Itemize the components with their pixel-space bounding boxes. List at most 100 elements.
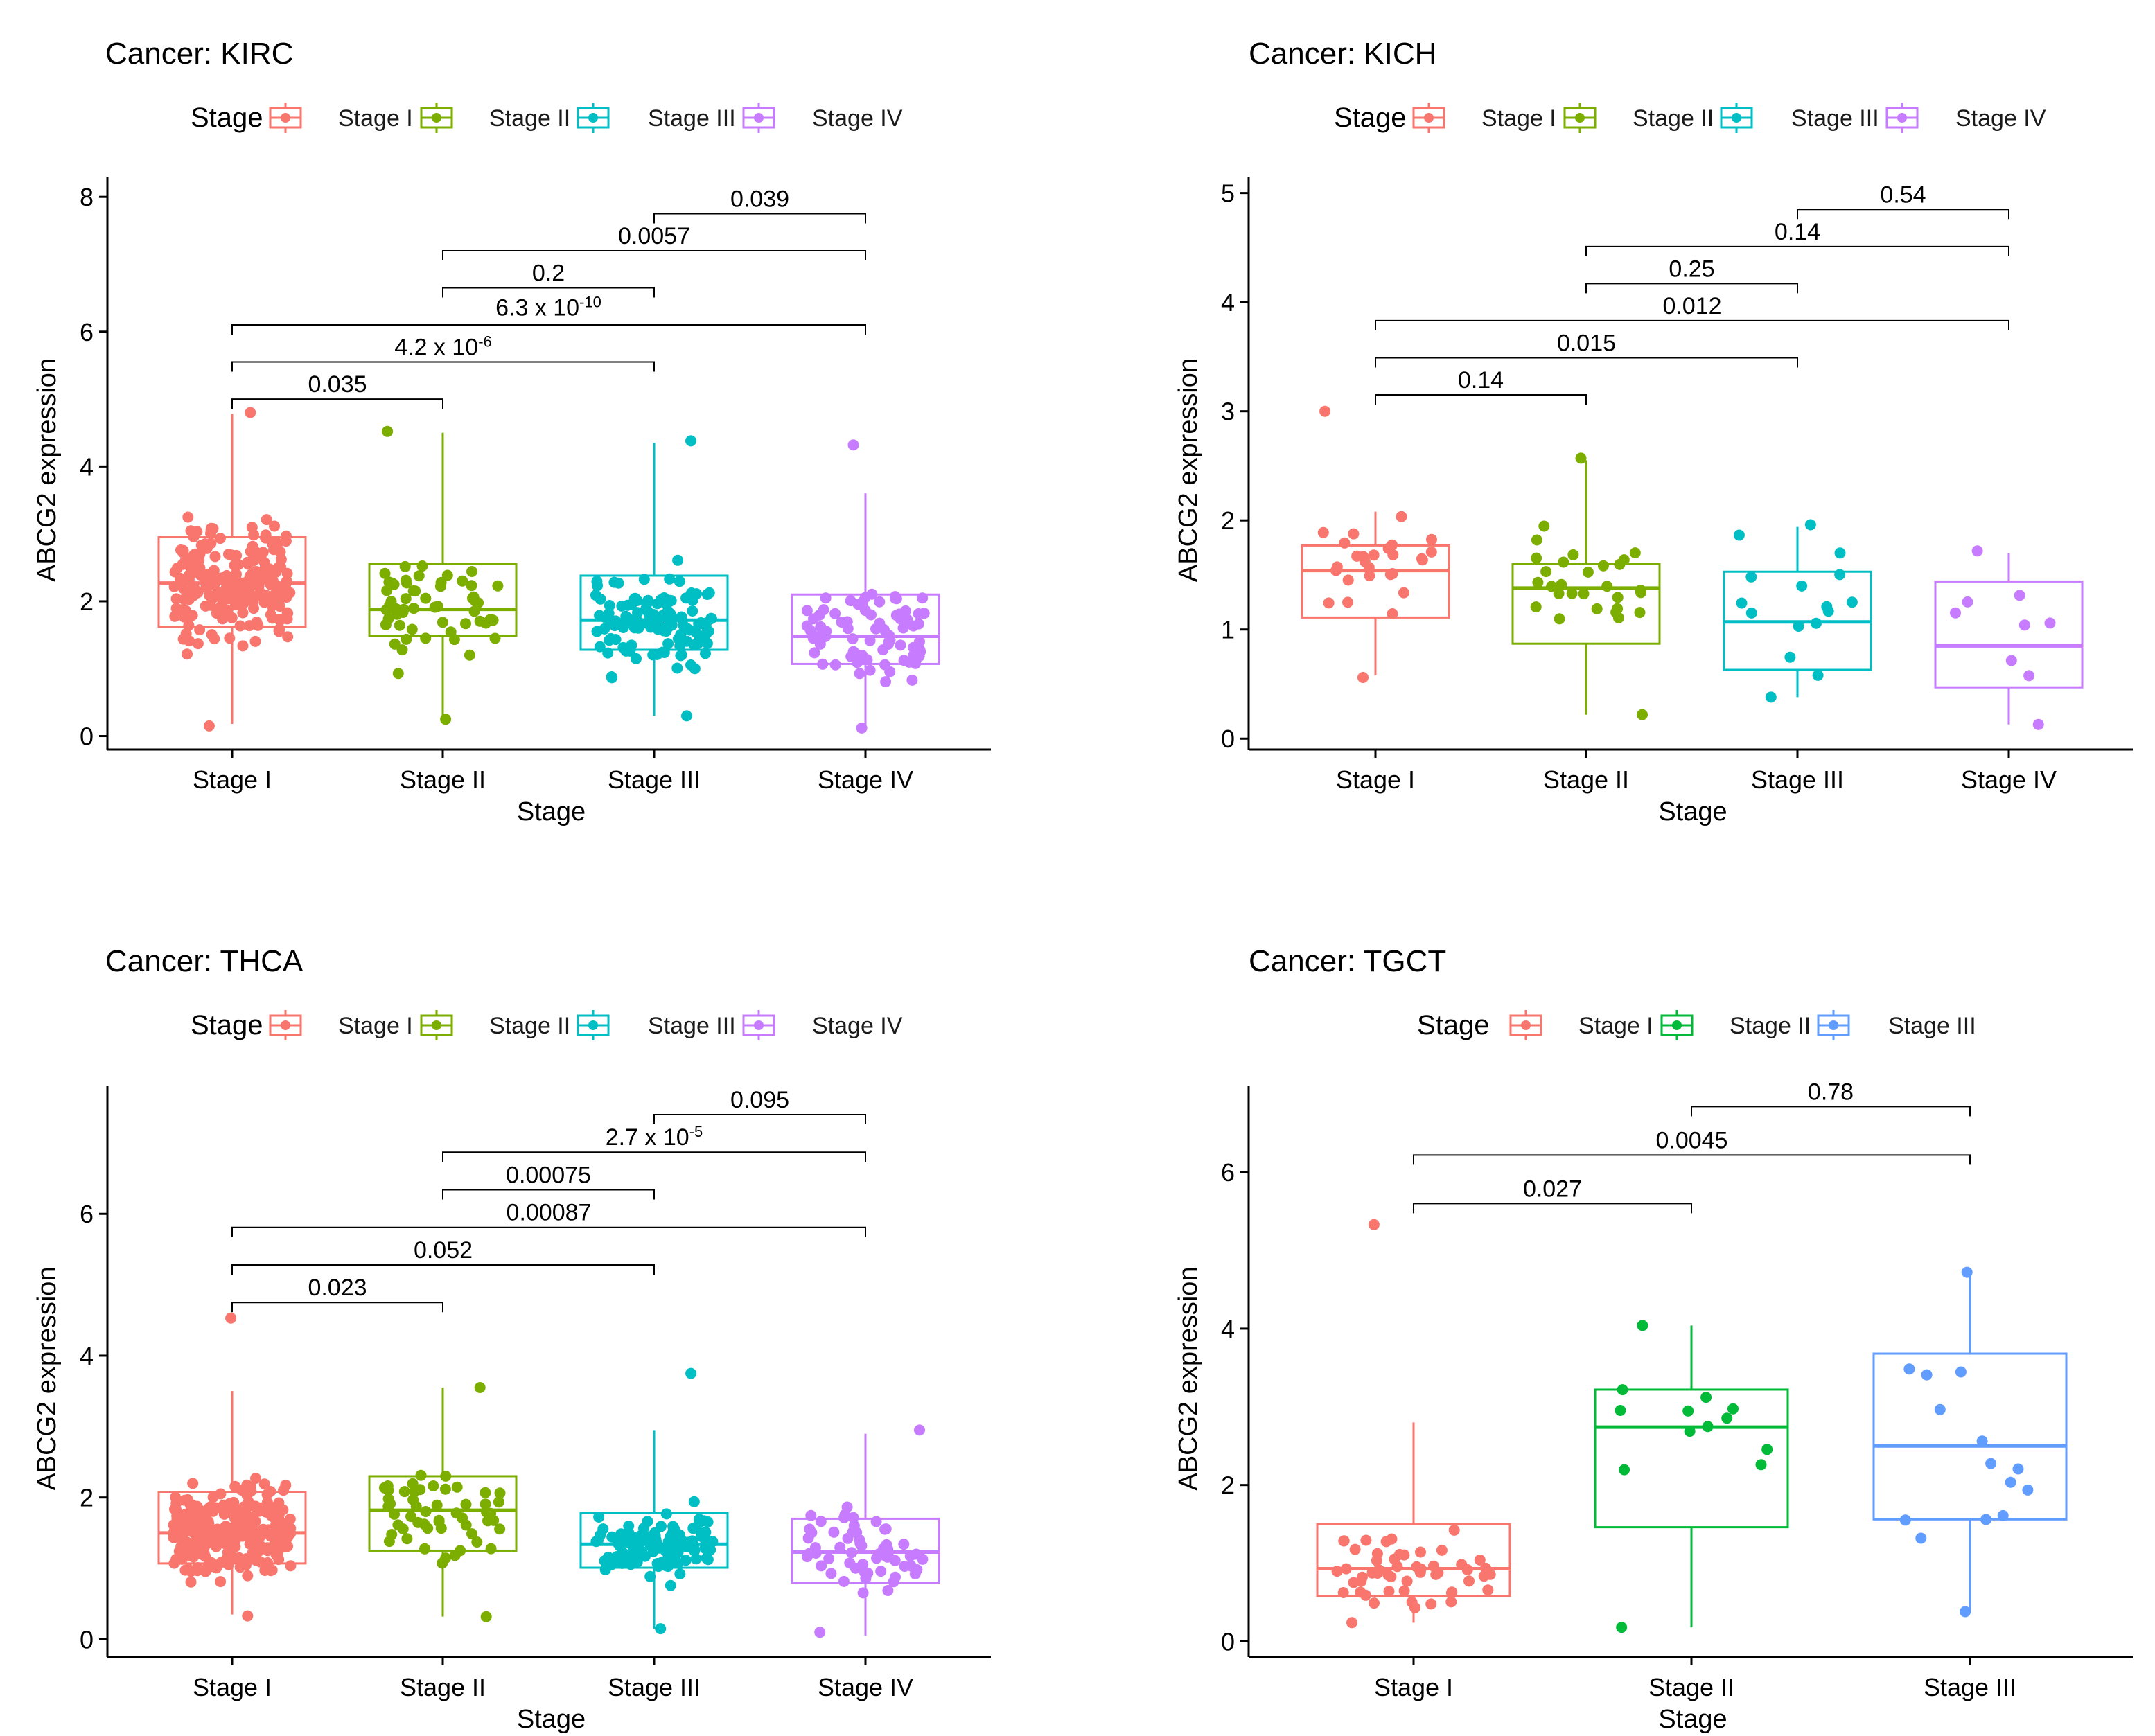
data-point <box>1903 1363 1915 1375</box>
data-point <box>1348 528 1360 540</box>
p-value-label: 0.039 <box>730 186 789 213</box>
data-point <box>689 663 701 675</box>
data-point <box>1736 597 1748 609</box>
legend-item: Stage III <box>577 103 736 133</box>
data-point <box>880 676 892 688</box>
significance-bracket: 0.00075 <box>442 1162 655 1200</box>
data-point <box>457 575 468 587</box>
data-point <box>656 1521 667 1532</box>
data-point <box>1436 1544 1448 1556</box>
bracket-line <box>442 1189 655 1200</box>
data-point <box>1398 587 1409 599</box>
data-point <box>2005 1476 2016 1488</box>
data-point <box>687 605 698 617</box>
data-point <box>282 631 294 643</box>
data-point <box>604 600 615 611</box>
data-point <box>1591 603 1603 614</box>
data-point <box>706 612 717 624</box>
p-value-label: 0.14 <box>1775 219 1820 245</box>
data-point <box>1950 607 1961 619</box>
data-point <box>1976 1435 1988 1447</box>
data-point <box>884 635 896 646</box>
legend-item: Stage II <box>420 103 570 133</box>
data-point <box>842 1532 854 1544</box>
legend-label: Stage IV <box>812 105 903 132</box>
legend-key-dot <box>1424 113 1434 123</box>
data-point <box>197 1549 209 1560</box>
p-value-label: 2.7 x 10-5 <box>606 1123 703 1151</box>
data-point <box>233 558 245 570</box>
y-tick-label: 4 <box>80 452 94 481</box>
data-point <box>636 618 648 630</box>
data-point <box>231 1515 243 1527</box>
x-tick-label: Stage IV <box>818 1673 913 1701</box>
data-point <box>392 668 404 680</box>
x-tick-label: Stage I <box>1336 765 1415 794</box>
p-value-label: 0.027 <box>1523 1176 1582 1202</box>
data-point <box>1337 1587 1349 1598</box>
data-point <box>844 1557 856 1569</box>
data-point <box>1538 520 1550 532</box>
data-point <box>884 666 896 677</box>
data-point <box>1425 1598 1437 1610</box>
data-point <box>640 1550 651 1562</box>
data-point <box>613 577 624 589</box>
jitter-points <box>168 407 296 732</box>
data-point <box>911 1564 923 1575</box>
data-point <box>245 546 256 558</box>
significance-bracket: 2.7 x 10-5 <box>442 1123 866 1162</box>
data-point <box>1426 533 1437 545</box>
y-tick-label: 0 <box>1221 725 1235 753</box>
legend-item: Stage I <box>1509 1010 1653 1040</box>
data-point <box>226 549 238 561</box>
data-point <box>651 1536 662 1548</box>
chart-title: Cancer: KICH <box>1249 37 1436 71</box>
p-value-label: 0.0057 <box>618 223 690 249</box>
data-point <box>703 587 715 599</box>
data-point <box>631 1557 643 1568</box>
data-point <box>1915 1532 1927 1544</box>
data-point <box>1349 1543 1361 1555</box>
data-point <box>648 609 659 620</box>
data-point <box>642 1516 653 1527</box>
data-point <box>914 644 926 655</box>
data-point <box>814 1627 826 1638</box>
data-point <box>215 1576 227 1588</box>
data-point <box>177 603 189 615</box>
data-point <box>460 618 471 630</box>
data-point <box>494 1487 506 1499</box>
data-point <box>229 1480 241 1492</box>
data-point <box>1637 1320 1648 1331</box>
data-point <box>1980 1514 1992 1525</box>
data-point <box>267 592 279 603</box>
x-tick-label: Stage III <box>608 1673 701 1701</box>
data-point <box>182 648 193 660</box>
data-point <box>2023 670 2035 682</box>
data-point <box>1629 547 1641 559</box>
data-point <box>1554 613 1565 625</box>
legend-label: Stage III <box>648 105 736 132</box>
data-point <box>854 1538 866 1549</box>
y-tick-label: 0 <box>1221 1627 1235 1656</box>
data-point <box>614 1541 626 1552</box>
data-point <box>687 594 698 606</box>
data-point <box>700 1533 712 1544</box>
y-axis-label: ABCG2 expression <box>33 358 62 582</box>
data-point <box>379 567 391 579</box>
data-point <box>1445 1596 1457 1608</box>
data-point <box>692 637 704 649</box>
y-tick-label: 0 <box>80 723 94 751</box>
data-point <box>492 580 504 592</box>
data-point <box>1415 1546 1426 1558</box>
data-point <box>825 1568 837 1579</box>
data-point <box>665 608 676 619</box>
data-point <box>281 567 293 579</box>
data-point <box>847 439 859 451</box>
data-point <box>258 1478 270 1490</box>
data-point <box>1387 549 1399 560</box>
y-tick-label: 5 <box>1221 179 1235 208</box>
y-axis-label: ABCG2 expression <box>1174 358 1203 582</box>
p-value-text: 0.027 <box>1523 1176 1582 1202</box>
data-point <box>1425 546 1437 558</box>
data-point <box>870 1516 882 1527</box>
